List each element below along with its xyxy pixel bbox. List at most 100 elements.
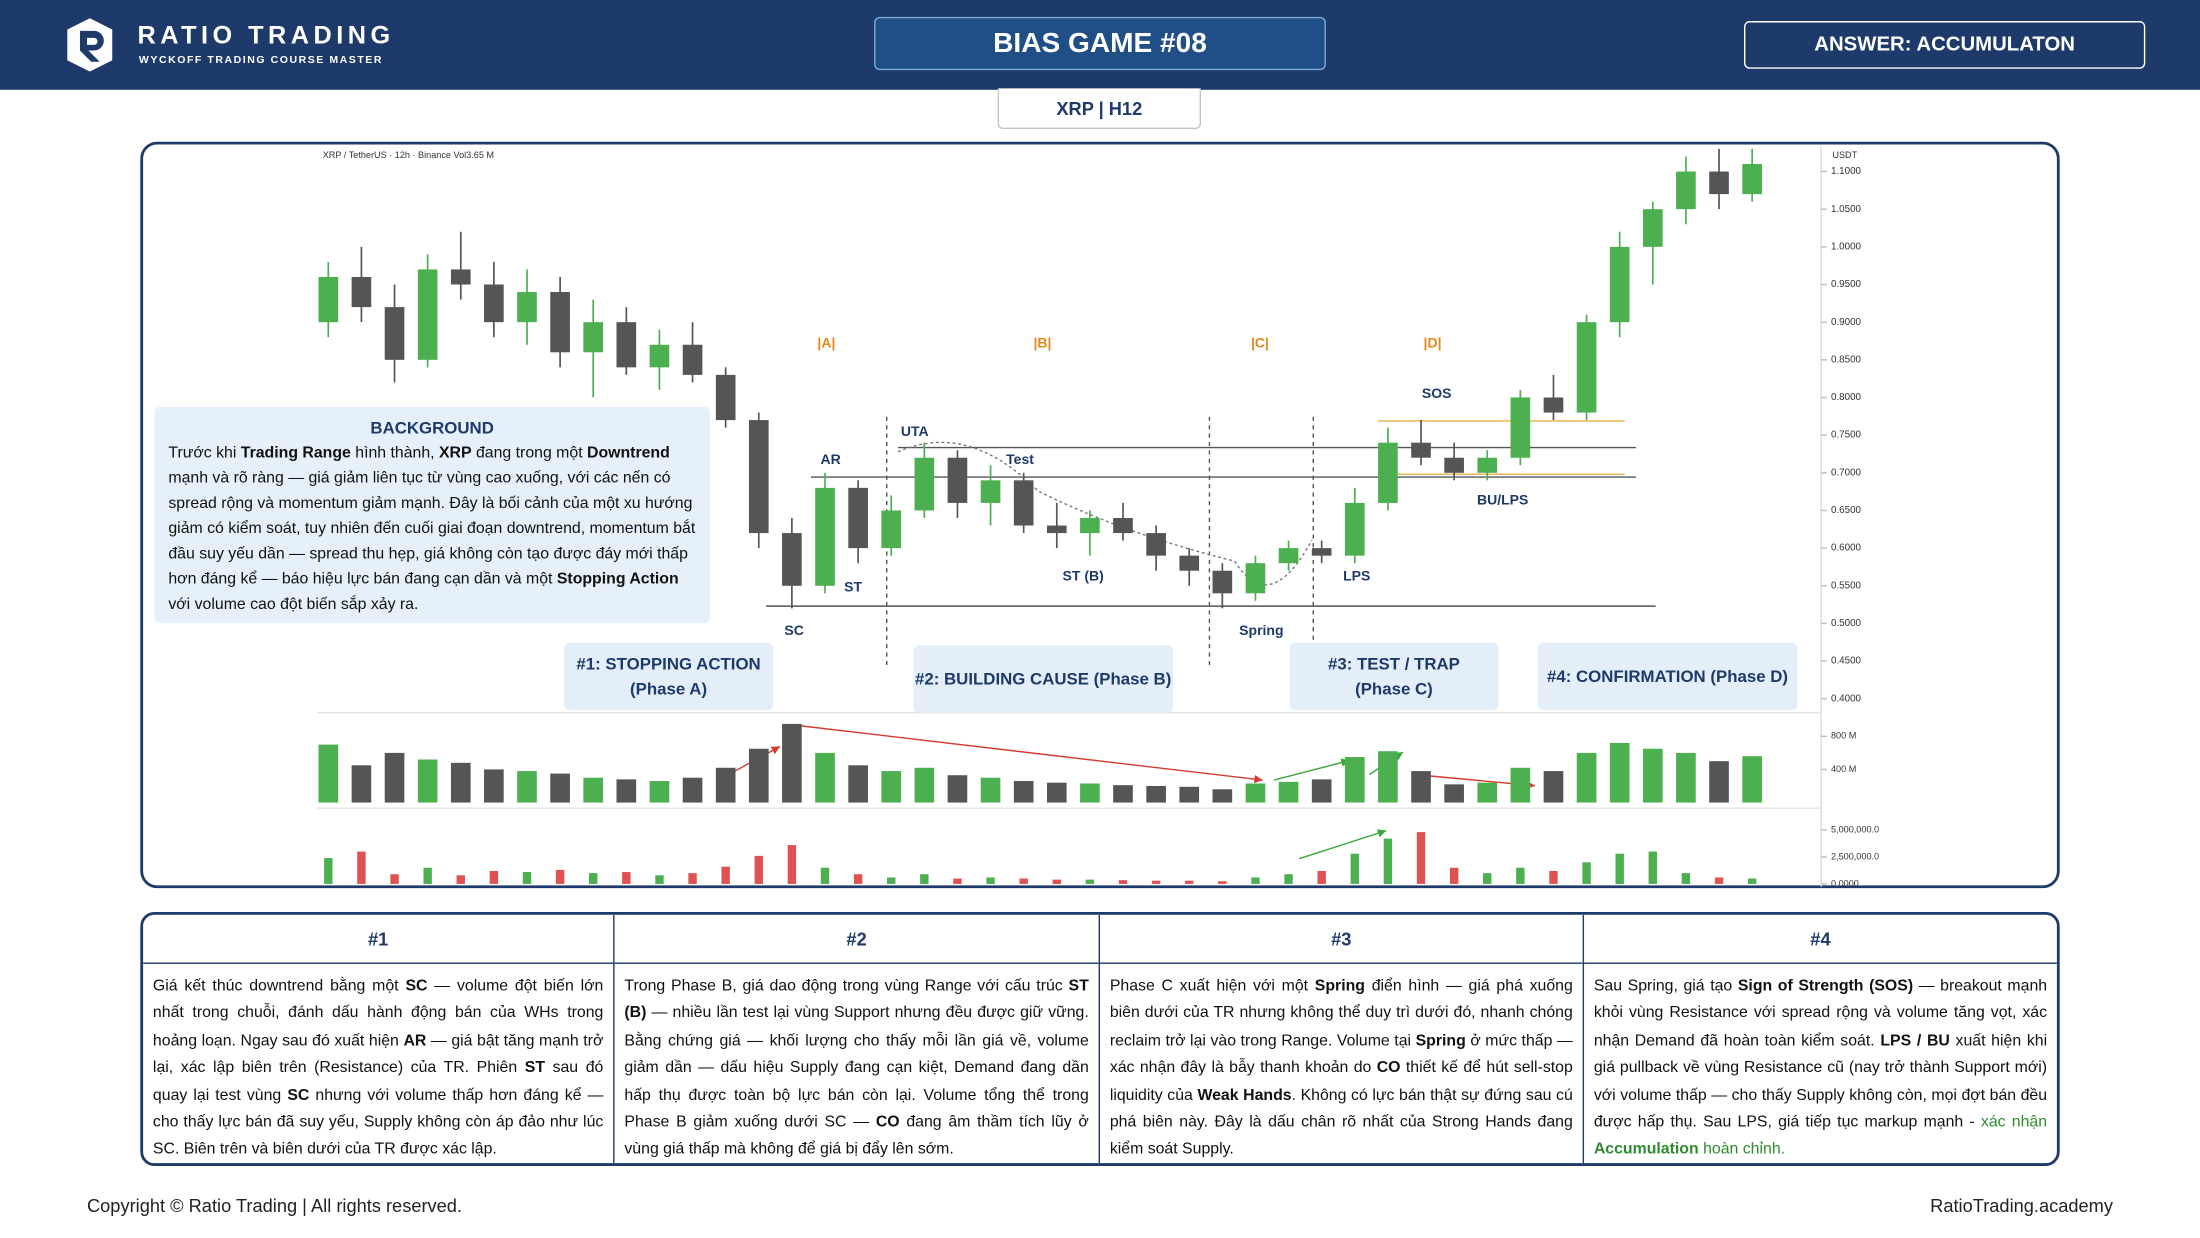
bold-run: ST xyxy=(524,1059,546,1077)
indicator-bar xyxy=(721,866,730,884)
candle-body xyxy=(1609,246,1630,323)
volume-bar xyxy=(980,777,1001,803)
candle-body xyxy=(980,480,1001,503)
bold-run: CO xyxy=(875,1114,900,1131)
indicator-bar xyxy=(1317,870,1326,884)
volume-bar xyxy=(1046,782,1067,803)
phase-box-title: #3: TEST / TRAP xyxy=(1327,653,1460,674)
volume-bar xyxy=(715,767,736,803)
indicator-bar xyxy=(1218,881,1227,884)
bold-run: Spring xyxy=(1415,1032,1466,1050)
y-tick-label: 0.9000 xyxy=(1831,317,1862,328)
brand: RATIO TRADING xyxy=(137,21,395,50)
annotation: Spring xyxy=(1239,622,1283,638)
candle-body xyxy=(1709,171,1729,195)
candle-body xyxy=(1245,563,1266,594)
candle-body xyxy=(715,374,736,421)
candle-body xyxy=(1444,457,1464,473)
text-run: Giá kết thúc downtrend bằng một xyxy=(152,977,406,995)
bold-run: Trading Range xyxy=(240,444,351,462)
y-tick-label: 1.1000 xyxy=(1831,166,1862,177)
text-run: . Không có lực bán thật sự đứng sau cú p… xyxy=(1109,1086,1573,1159)
phase-box: #4: CONFIRMATION (Phase D) xyxy=(1537,642,1798,710)
y-tick-label: 1.0000 xyxy=(1831,241,1862,252)
candle-body xyxy=(782,533,802,586)
indicator-bar xyxy=(390,874,399,884)
candle-body xyxy=(1080,517,1100,534)
candle-body xyxy=(1146,533,1166,556)
background-title: BACKGROUND xyxy=(370,418,494,438)
copyright: Copyright © Ratio Trading | All rights r… xyxy=(86,1195,463,1217)
bold-run: SC xyxy=(405,977,428,995)
indicator-tick-label: 0.0000 xyxy=(1831,878,1859,888)
tagline: WYCKOFF TRADING COURSE MASTER xyxy=(138,53,384,66)
annotation: SOS xyxy=(1422,385,1452,401)
candle-body xyxy=(649,344,670,368)
volume-bar xyxy=(748,748,769,803)
bold-run: Accumulation xyxy=(1593,1141,1699,1159)
candle-body xyxy=(384,307,405,360)
annotation: Test xyxy=(1006,451,1034,467)
phase-label: |D| xyxy=(1424,334,1442,350)
note-column: #2 Trong Phase B, giá dao động trong vùng… xyxy=(614,914,1100,1164)
text-run: hoàn chỉnh. xyxy=(1698,1141,1786,1159)
answer: ANSWER: ACCUMULATON xyxy=(1744,21,2146,69)
volume-bar xyxy=(682,777,703,803)
indicator-bar xyxy=(887,877,896,884)
note-column: #1 Giá kết thúc downtrend bằng một SC — v… xyxy=(143,914,615,1164)
indicator-bar xyxy=(920,874,929,884)
volume-bar xyxy=(1113,785,1133,803)
candle-body xyxy=(484,284,504,323)
text-run: xuất hiện khi giá pullback về vùng Resis… xyxy=(1593,1032,2048,1131)
bold-run: Stopping Action xyxy=(556,571,679,588)
indicator-bar xyxy=(1483,873,1492,884)
phase-box-title: #1: STOPPING ACTION xyxy=(576,653,761,674)
candle-body xyxy=(1510,397,1531,458)
y-tick-label: 0.6500 xyxy=(1831,505,1862,516)
bold-run: LPS / BU xyxy=(1880,1032,1950,1050)
phase-box: #1: STOPPING ACTION (Phase A) xyxy=(564,642,774,710)
y-tick-label: 0.4500 xyxy=(1831,656,1862,667)
symbol-tab: XRP | H12 xyxy=(997,88,1202,130)
indicator-bar xyxy=(1019,878,1028,884)
phase-label: |C| xyxy=(1251,334,1269,350)
indicator-bar xyxy=(688,873,697,884)
candle-body xyxy=(1013,480,1034,526)
volume-bar xyxy=(1477,782,1498,803)
text-run: hình thành, xyxy=(350,444,439,462)
volume-tick-label: 800 M xyxy=(1831,731,1856,741)
text-run: ở mức thấp — xác nhận đây là bẫy thanh k… xyxy=(1109,1032,1573,1077)
text-run: mạnh và rõ ràng — giá giảm liên tục từ v… xyxy=(168,470,696,588)
text-run: Trước khi xyxy=(168,444,241,462)
indicator-bar xyxy=(1747,878,1757,884)
candle-body xyxy=(1676,171,1696,210)
bold-run: AR xyxy=(403,1032,427,1050)
indicator-bar xyxy=(1085,879,1095,884)
annotation: UTA xyxy=(901,423,929,439)
indicator-bar xyxy=(1284,874,1293,884)
candle-body xyxy=(1543,397,1564,413)
volume-bar xyxy=(1278,781,1299,803)
chart: XRP / TetherUS · 12h · Binance Vol3.65 M… xyxy=(317,145,1879,888)
indicator-bar xyxy=(1151,880,1161,884)
indicator-bar xyxy=(1251,877,1260,884)
bold-run: Weak Hands xyxy=(1197,1086,1292,1104)
volume-bar xyxy=(1080,783,1100,803)
candle-body xyxy=(1278,548,1299,564)
volume-bar xyxy=(351,765,372,803)
phase-box: #3: TEST / TRAP (Phase C) xyxy=(1289,642,1499,710)
candle-body xyxy=(748,420,769,534)
curve xyxy=(1234,539,1313,586)
volume-bar xyxy=(1510,767,1531,803)
candle-body xyxy=(1212,570,1233,594)
candle-body xyxy=(1046,525,1067,534)
candle-body xyxy=(1742,163,1762,195)
bold-run: Spring xyxy=(1314,977,1365,995)
indicator-bar xyxy=(1516,867,1525,884)
text-run: nhưng với volume thấp hơn đáng kể — cho … xyxy=(152,1086,604,1159)
chart-info: XRP / TetherUS · 12h · Binance Vol3.65 M xyxy=(323,150,494,160)
indicator-bar xyxy=(655,875,664,884)
indicator-bar xyxy=(622,872,631,884)
candle-body xyxy=(682,344,703,375)
